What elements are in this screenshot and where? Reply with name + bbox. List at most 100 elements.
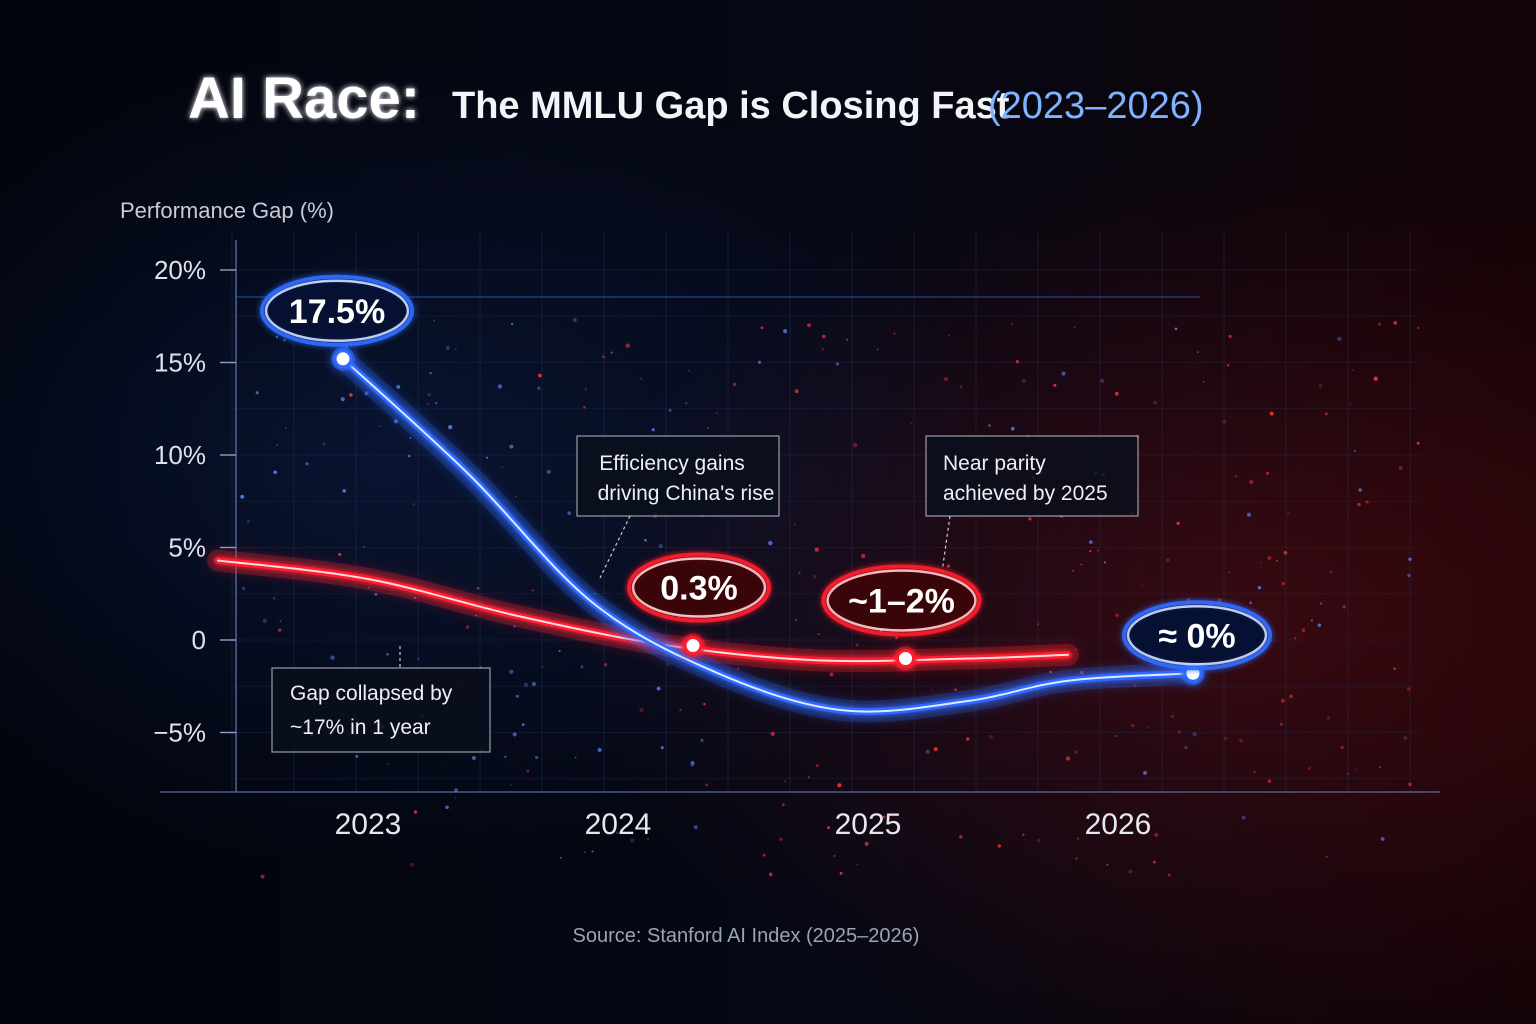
x-axis-ticks: 2023 2024 2025 2026 <box>335 808 1152 841</box>
light-dot <box>690 762 695 767</box>
light-dot <box>1324 412 1328 416</box>
light-dot <box>1283 551 1288 555</box>
light-dot <box>815 764 819 768</box>
light-dot <box>1174 327 1178 331</box>
light-dot <box>705 783 708 787</box>
light-dot <box>583 406 586 409</box>
callout-label: ~1–2% <box>848 583 955 621</box>
light-dot <box>794 389 799 394</box>
data-point-marker <box>333 349 353 369</box>
light-dot <box>1228 571 1231 574</box>
light-dot <box>379 425 381 428</box>
light-dot <box>679 708 682 712</box>
y-axis-title: Performance Gap (%) <box>120 198 334 223</box>
light-dot <box>1015 360 1020 364</box>
light-dot <box>1346 772 1350 775</box>
light-dot <box>715 411 719 415</box>
light-dot <box>817 632 820 636</box>
light-dot <box>1143 770 1147 775</box>
light-dot <box>1403 736 1408 740</box>
light-dot <box>305 462 309 466</box>
callout-bubble-ring <box>821 564 982 637</box>
light-dot <box>1416 441 1420 445</box>
light-dot <box>260 874 265 879</box>
annotation-collapse: Gap collapsed by ~17% in 1 year <box>271 646 491 753</box>
light-dot <box>1223 736 1228 741</box>
light-dot <box>1147 726 1149 729</box>
light-dot <box>476 587 480 590</box>
light-dot <box>1226 364 1230 367</box>
light-dot <box>1217 598 1222 603</box>
light-dot <box>1011 426 1015 431</box>
light-dot <box>407 454 411 458</box>
light-dot <box>409 862 414 867</box>
light-dot <box>1280 698 1285 703</box>
light-dot <box>833 854 836 858</box>
light-dot <box>707 427 709 430</box>
light-dot <box>349 393 353 397</box>
light-dot <box>1417 326 1420 330</box>
light-dot <box>668 408 672 412</box>
light-dot <box>966 737 970 741</box>
light-dot <box>703 702 706 706</box>
light-dot <box>1377 322 1382 326</box>
light-dot <box>255 391 259 395</box>
light-dot <box>510 322 514 326</box>
light-dot <box>427 402 430 406</box>
light-dot <box>1349 403 1352 406</box>
light-dot <box>409 437 412 439</box>
light-dot <box>580 665 584 669</box>
light-dot <box>856 863 859 866</box>
light-dot <box>1106 863 1109 866</box>
annotation-parity-line-2: achieved by 2025 <box>943 482 1108 505</box>
light-dot <box>342 489 346 493</box>
light-dot <box>1234 475 1238 478</box>
light-dot <box>1065 756 1071 761</box>
callout-bubble-ring <box>260 274 414 347</box>
data-point-marker <box>683 636 703 656</box>
light-dot <box>1342 604 1347 609</box>
light-dot <box>845 338 849 341</box>
x-tick-label: 2024 <box>585 808 652 841</box>
light-dot <box>1378 766 1382 769</box>
light-dot <box>784 780 786 783</box>
y-axis-ticks: 20% 15% 10% 5% 0 −5% <box>153 255 236 748</box>
light-dot <box>279 620 282 622</box>
light-dot <box>603 663 608 667</box>
light-dot <box>262 618 267 623</box>
light-dot <box>1089 550 1092 553</box>
light-dot <box>931 689 933 692</box>
annotation-efficiency-line-2: driving China's rise <box>598 482 775 505</box>
light-dot <box>925 749 930 754</box>
light-dot <box>374 592 378 596</box>
light-dot <box>1407 687 1411 691</box>
x-tick-label: 2026 <box>1085 808 1152 841</box>
light-dot <box>1103 561 1107 564</box>
y-tick-label: 15% <box>154 348 206 378</box>
light-dot <box>1154 832 1159 837</box>
light-dot <box>1318 383 1323 388</box>
light-dot <box>1075 857 1078 860</box>
light-dot <box>1239 738 1244 743</box>
light-dot <box>1267 555 1272 560</box>
light-dot <box>1096 549 1100 552</box>
light-dot <box>910 422 913 425</box>
light-dot <box>1327 716 1331 720</box>
light-dot <box>454 788 458 792</box>
light-dot <box>947 334 950 337</box>
light-dot <box>1365 500 1369 504</box>
light-dot <box>276 444 278 446</box>
light-dot <box>1267 779 1272 783</box>
light-dot <box>882 815 886 819</box>
light-dot <box>807 323 811 328</box>
light-dot <box>954 688 957 691</box>
callout-bubble-ring <box>1122 600 1272 671</box>
light-dot <box>813 575 817 579</box>
annotation-collapse-line-1: Gap collapsed by <box>290 682 453 705</box>
light-dot <box>1246 512 1252 517</box>
light-dot <box>1355 768 1358 771</box>
light-dot <box>827 826 831 830</box>
light-dot <box>497 384 503 389</box>
light-dot <box>959 835 963 839</box>
